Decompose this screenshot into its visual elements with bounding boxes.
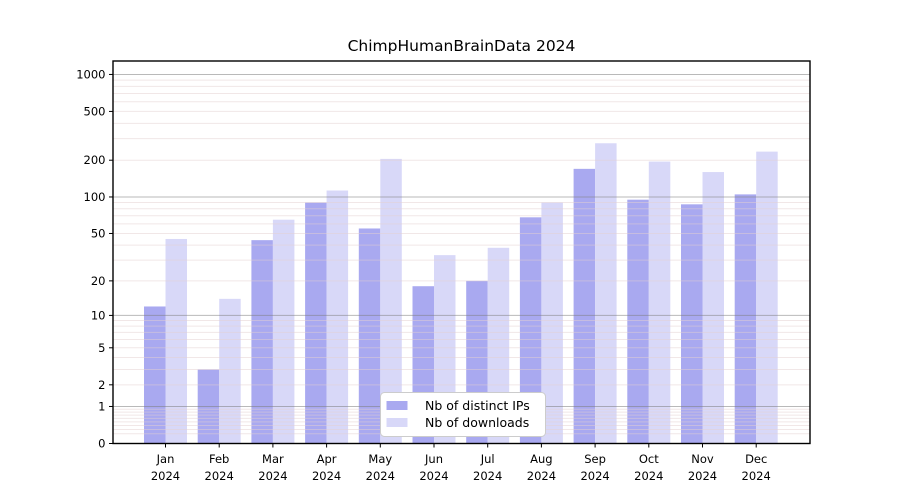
bar-downloads-may [380,158,402,444]
legend-label-downloads: Nb of downloads [425,415,529,430]
x-tick-label-month: Jun [424,452,443,466]
x-tick-label-month: Apr [317,452,337,466]
x-tick-label-month: Oct [639,452,659,466]
x-tick-label-month: Sep [584,452,606,466]
y-tick-label: 0 [98,437,105,451]
bar-downloads-apr [326,190,349,444]
y-tick-label: 5 [98,341,105,355]
y-tick-label: 10 [91,308,106,322]
bar-downloads-nov [702,172,724,444]
x-tick-label-year: 2024 [258,469,287,483]
x-tick-label-year: 2024 [151,469,180,483]
bar-downloads-oct [648,161,671,444]
legend-label-distinct-ips: Nb of distinct IPs [425,398,530,413]
bar-distinct-ips-mar [251,240,273,444]
x-tick-label-month: May [368,452,392,466]
x-tick-label-year: 2024 [366,469,395,483]
bar-downloads-aug [541,202,563,444]
y-tick-label: 20 [91,274,106,288]
x-tick-label-year: 2024 [419,469,448,483]
bar-distinct-ips-aug [519,217,542,444]
axis-frame [112,60,811,445]
legend: Nb of distinct IPs Nb of downloads [380,392,546,437]
bar-distinct-ips-sep [573,168,596,444]
x-tick-label-year: 2024 [742,469,771,483]
x-tick-label-year: 2024 [634,469,663,483]
bar-distinct-ips-may [358,228,381,444]
bar-downloads-dec [756,151,778,444]
bar-distinct-ips-oct [627,199,649,444]
y-tick-label: 200 [84,153,106,167]
x-tick-label-month: Jan [156,452,175,466]
bar-distinct-ips-nov [681,204,703,444]
x-tick-label-year: 2024 [580,469,609,483]
x-tick-label-month: Aug [530,452,552,466]
x-tick-label-year: 2024 [688,469,717,483]
x-tick-label-month: Dec [745,452,767,466]
bar-distinct-ips-apr [305,202,327,444]
y-tick-label: 2 [98,378,105,392]
x-tick-label-month: Jul [480,452,495,466]
bar-downloads-jan [165,238,187,444]
bar-downloads-mar [272,219,295,444]
chart-title: ChimpHumanBrainData 2024 [348,37,576,55]
x-tick-label-year: 2024 [312,469,341,483]
y-tick-label: 100 [84,190,106,204]
legend-box [380,392,546,437]
legend-swatch-downloads [386,418,408,427]
legend-swatch-distinct-ips [386,401,408,410]
y-tick-label: 50 [91,226,106,240]
x-tick-label-month: Mar [262,452,284,466]
axes-layer: 0 1 2 5 10 20 50 100 200 500 1000 Jan 2024 Feb 2024 Mar… [76,60,811,483]
y-tick-label: 500 [84,104,106,118]
bar-downloads-sep [595,143,617,444]
x-tick-label-month: Feb [209,452,229,466]
y-tick-label: 1000 [76,67,105,81]
x-tick-label-year: 2024 [473,469,502,483]
bar-distinct-ips-dec [734,194,757,444]
bar-distinct-ips-jan [144,306,166,444]
x-tick-label-month: Nov [691,452,714,466]
y-tick-label: 1 [98,399,105,413]
bar-downloads-feb [219,298,241,444]
x-tick-label-year: 2024 [527,469,556,483]
x-tick-label-year: 2024 [205,469,234,483]
